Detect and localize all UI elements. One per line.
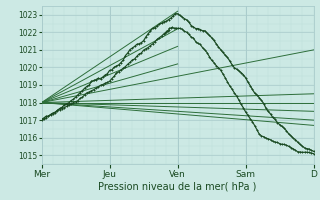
X-axis label: Pression niveau de la mer( hPa ): Pression niveau de la mer( hPa )	[99, 181, 257, 191]
